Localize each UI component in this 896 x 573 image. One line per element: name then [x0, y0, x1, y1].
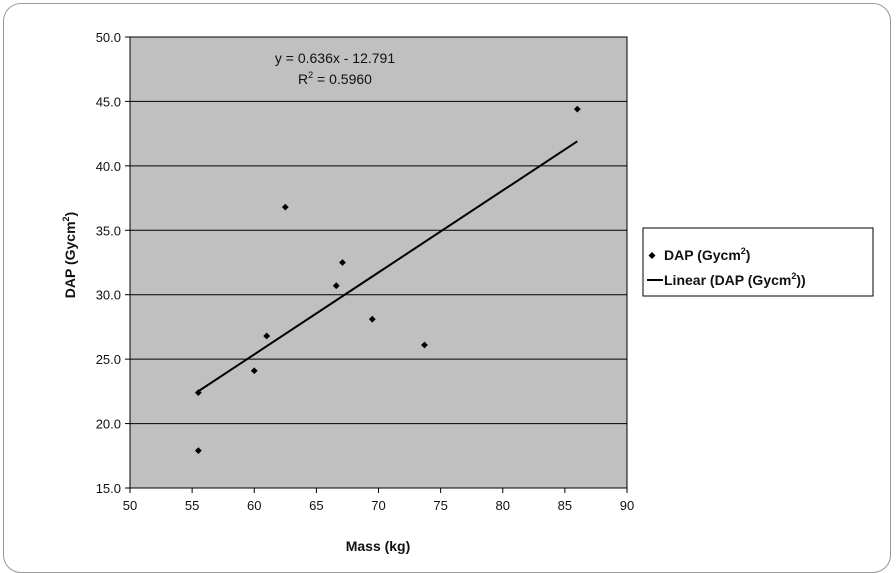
x-tick-label: 70: [371, 498, 385, 513]
legend-marker-diamond: [648, 252, 656, 259]
x-tick-label: 90: [620, 498, 634, 513]
x-tick-label: 65: [309, 498, 323, 513]
legend-box: [642, 227, 874, 297]
trendline-path: [197, 140, 578, 393]
y-axis-title: DAP (Gycm2): [61, 212, 78, 298]
trendline: [197, 140, 578, 393]
data-point: [194, 447, 202, 455]
y-tick-label: 45.0: [96, 94, 121, 109]
legend-label-scatter-sup: 2: [741, 246, 746, 256]
y-tick-label: 15.0: [96, 481, 121, 496]
y-tick-label: 25.0: [96, 352, 121, 367]
legend-label-linear-main: Linear (DAP (Gycm: [664, 272, 791, 288]
x-tick-label: 60: [247, 498, 261, 513]
y-axis-title-tail: ): [62, 212, 78, 217]
y-tick-label: 30.0: [96, 288, 121, 303]
legend-label-linear: Linear (DAP (Gycm2)): [664, 271, 806, 288]
r-squared-superscript: 2: [308, 70, 313, 80]
x-tick-label: 55: [185, 498, 199, 513]
x-tick-label: 80: [496, 498, 510, 513]
data-point: [421, 341, 428, 349]
plot-area: [130, 37, 627, 488]
r-squared-value: R2 = 0.5960: [298, 70, 372, 87]
x-axis-title: Mass (kg): [346, 538, 411, 554]
x-tick-label: 50: [123, 498, 137, 513]
data-point: [339, 259, 346, 266]
legend-label-linear-tail: )): [796, 272, 805, 288]
x-axis: 50 55 60 65 70 75 80 85 90: [123, 488, 634, 513]
y-axis: 15.0 20.0 25.0 30.0 35.0 40.0 45.0 50.0: [96, 30, 130, 496]
y-tick-label: 20.0: [96, 417, 121, 432]
data-point: [332, 282, 340, 290]
legend-label-linear-sup: 2: [791, 271, 796, 281]
x-tick-label: 75: [433, 498, 447, 513]
legend-label-scatter-tail: ): [746, 247, 751, 263]
legend: DAP (Gycm2) Linear (DAP (Gycm2)): [642, 227, 874, 297]
data-point: [281, 203, 289, 211]
legend-label-scatter: DAP (Gycm2): [664, 246, 750, 263]
data-point: [250, 367, 258, 375]
gridlines: [130, 100, 627, 425]
data-point: [194, 389, 202, 397]
legend-entry-linear: Linear (DAP (Gycm2)): [647, 271, 806, 288]
data-point: [368, 315, 376, 323]
data-point: [263, 332, 271, 340]
y-axis-title-main: DAP (Gycm: [62, 221, 78, 298]
x-tick-label: 85: [558, 498, 572, 513]
r-squared-label: R: [298, 71, 308, 87]
y-tick-label: 50.0: [96, 30, 121, 45]
legend-label-scatter-main: DAP (Gycm: [664, 247, 741, 263]
data-point: [573, 105, 581, 113]
scatter-points: [194, 105, 581, 455]
y-axis-title-superscript: 2: [61, 216, 71, 221]
trendline-equation: y = 0.636x - 12.791: [275, 50, 395, 66]
y-tick-label: 40.0: [96, 159, 121, 174]
legend-entry-scatter: DAP (Gycm2): [648, 246, 750, 263]
r-squared-number: = 0.5960: [313, 71, 372, 87]
y-tick-label: 35.0: [96, 223, 121, 238]
